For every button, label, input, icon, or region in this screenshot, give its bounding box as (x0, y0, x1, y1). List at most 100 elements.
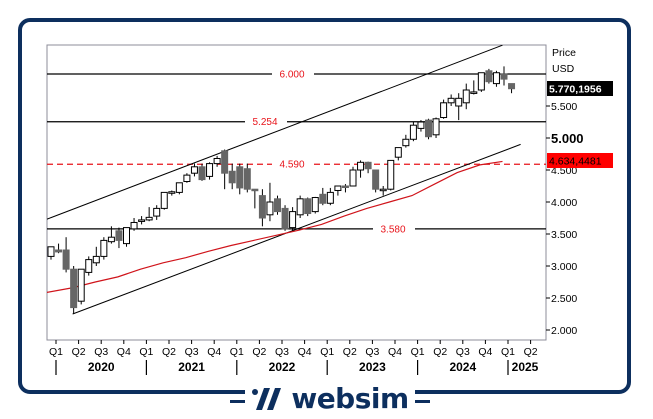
candle-body (402, 138, 410, 147)
y-tick-label: 5.500 (551, 101, 577, 113)
candle-body (334, 185, 342, 191)
channel-lower-line (72, 143, 521, 315)
candle-body (455, 97, 463, 107)
candle-body (508, 83, 516, 90)
candle-body (364, 161, 372, 170)
candle-body (228, 170, 236, 184)
channel-upper-line (47, 217, 51, 220)
websim-logo: websim (245, 382, 415, 416)
candle-body (198, 166, 206, 181)
channel-upper-line (49, 45, 503, 219)
x-quarter-label: Q1 (320, 346, 334, 358)
candle-body (394, 147, 402, 158)
candle-body (236, 166, 244, 189)
candle-body (168, 191, 176, 194)
candle-body (425, 119, 432, 138)
x-quarter-label: Q2 (524, 346, 538, 358)
candle-body (477, 72, 485, 91)
x-quarter-label: Q3 (275, 346, 289, 358)
x-quarter-label: Q4 (478, 346, 492, 358)
candle-body (492, 72, 500, 85)
last-price-badge (547, 81, 613, 96)
x-year-label: 2020 (88, 360, 115, 374)
candle-body (153, 207, 161, 217)
y-tick-label: 2.000 (551, 325, 577, 337)
candle-body (92, 255, 100, 264)
candle-body (85, 259, 93, 273)
candle-body (289, 211, 297, 229)
candlestick-chart: 6.000 5.254 4.590 3.580 2.000 2.500 3.000 3.500… (46, 44, 613, 375)
x-quarter-label: Q3 (94, 346, 108, 358)
moving-average-line (47, 160, 503, 293)
candle-body (326, 191, 334, 204)
candle-body (409, 124, 417, 140)
axis-title-usd: USD (552, 63, 575, 75)
candle-body (372, 169, 380, 190)
logo-text: websim (291, 382, 409, 415)
x-quarter-label: Q2 (162, 346, 176, 358)
x-quarter-label: Q1 (49, 346, 63, 358)
candle-body (296, 198, 304, 216)
x-quarter-label: Q3 (185, 346, 199, 358)
ma-value: 4.634,4481 (549, 156, 602, 168)
y-tick-label: 2.500 (551, 293, 577, 305)
level-label: 5.254 (252, 117, 277, 128)
candle-body (357, 161, 365, 171)
x-quarter-label: Q2 (433, 346, 447, 358)
candle-body (62, 249, 70, 270)
y-tick-label: 4.000 (551, 197, 577, 209)
x-year-label: 2022 (269, 360, 296, 374)
x-quarter-label: Q1 (411, 346, 425, 358)
candle-body (266, 201, 274, 216)
candle-body (379, 188, 387, 192)
x-quarter-label: Q4 (117, 346, 131, 358)
x-quarter-label: Q4 (388, 346, 402, 358)
y-tick-label: 3.000 (551, 261, 577, 273)
x-quarter-label: Q1 (139, 346, 153, 358)
x-quarter-label: Q1 (501, 346, 515, 358)
logo-divider-left (230, 400, 252, 403)
candle-body (160, 191, 168, 209)
x-quarter-label: Q2 (72, 346, 86, 358)
candle-body (258, 195, 266, 219)
x-year-label: 2024 (449, 360, 476, 374)
logo-slash-icon (252, 388, 282, 410)
candle-body (243, 168, 251, 190)
y-tick-label: 5.000 (551, 131, 584, 146)
candle-body (206, 163, 214, 177)
x-year-label: 2023 (359, 360, 386, 374)
candle-body (115, 230, 123, 241)
candle-body (100, 239, 108, 257)
candle-body (183, 174, 191, 183)
candle-body (387, 159, 395, 190)
candle-body (55, 249, 63, 253)
candle-body (274, 198, 281, 213)
level-label: 4.590 (279, 160, 304, 171)
brand-footer: websim (0, 380, 653, 419)
candle-body (462, 89, 470, 104)
candle-body (319, 193, 327, 204)
x-quarter-label: Q3 (456, 346, 470, 358)
logo-divider-right (408, 400, 430, 403)
candle-body (123, 227, 130, 245)
ma-value-badge (547, 153, 613, 168)
candle-body (175, 182, 183, 193)
y-tick-label: 3.500 (551, 229, 577, 241)
candle-body (251, 188, 259, 192)
x-quarter-label: Q4 (207, 346, 221, 358)
level-label: 3.580 (380, 224, 405, 235)
candle-body (304, 198, 312, 215)
candle-body (440, 102, 448, 119)
candle-body (190, 166, 198, 174)
candle-body (341, 185, 349, 188)
candle-body (107, 236, 115, 243)
candle-body (447, 97, 455, 104)
candle-body (47, 246, 55, 257)
candle-body (130, 221, 138, 230)
x-quarter-label: Q1 (230, 346, 244, 358)
candle-body (138, 219, 146, 222)
axis-title-price: Price (552, 47, 576, 59)
candle-body (145, 216, 153, 221)
x-year-label: 2025 (512, 360, 539, 374)
candle-body (213, 157, 221, 165)
